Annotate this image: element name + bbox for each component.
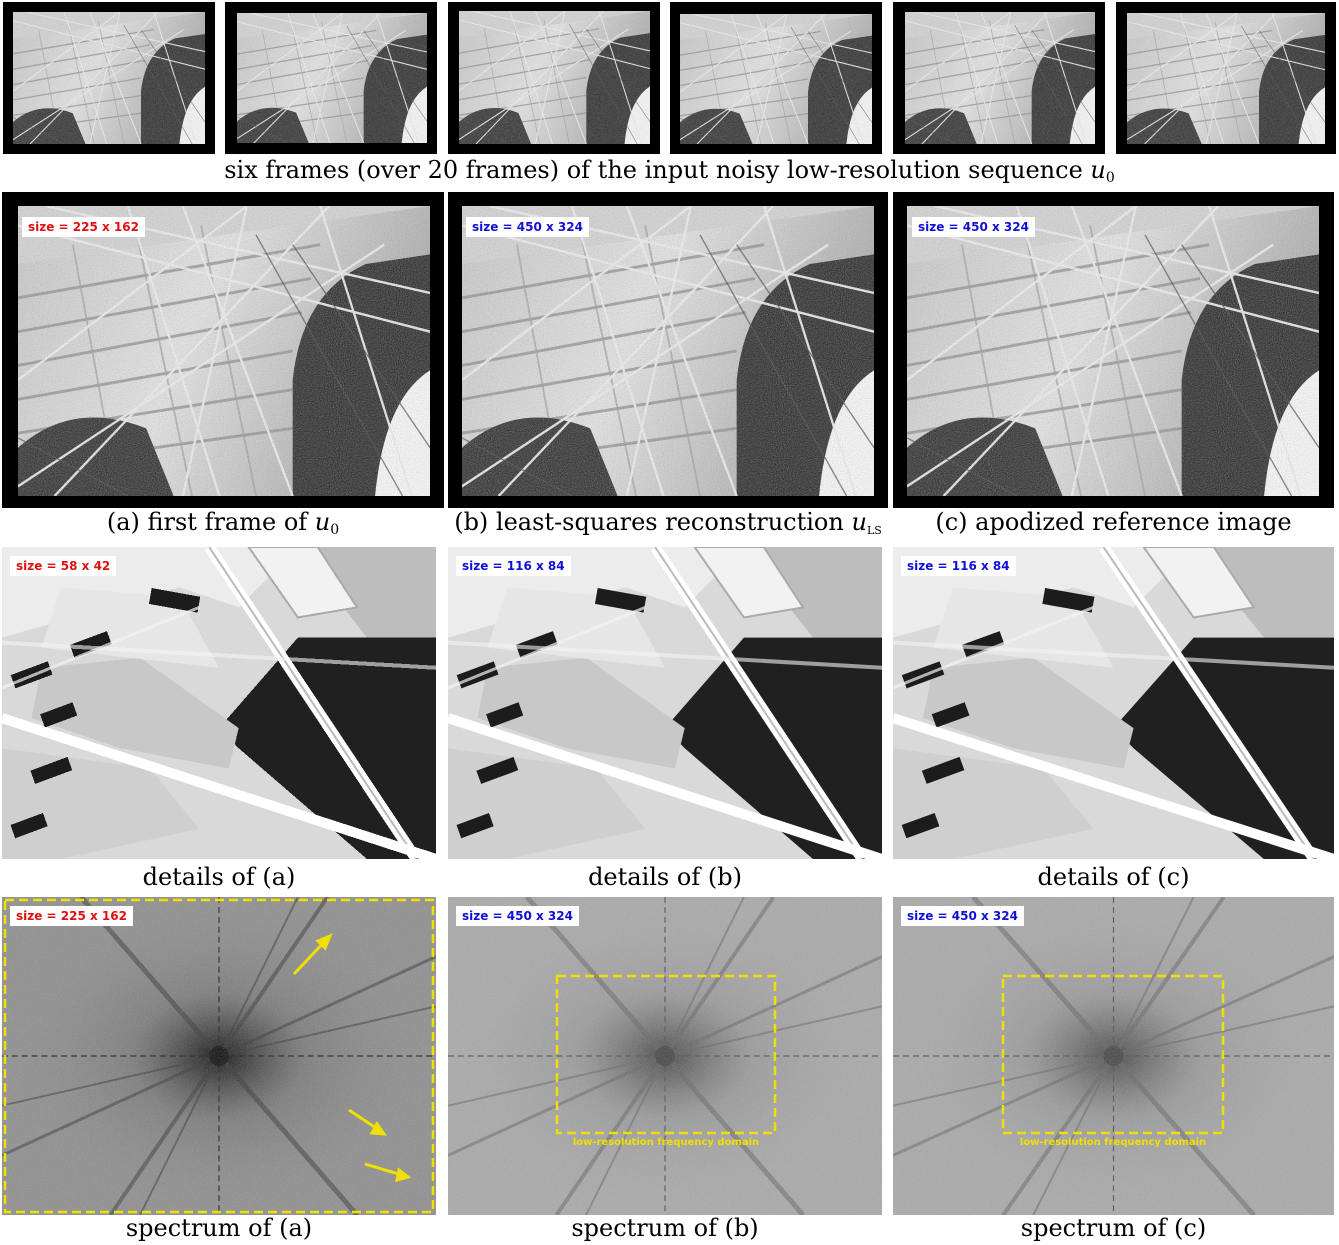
size-tag: size = 225 x 162 [22, 217, 145, 237]
caption-detail-b: details of (b) [588, 863, 742, 891]
caption-panel-b: (b) least-squares reconstruction uLS [448, 508, 888, 545]
caption-panel-a: (a) first frame of u0 [2, 508, 444, 544]
thumbnail-strip-caption: six frames (over 20 frames) of the input… [0, 156, 1339, 192]
caption-spectrum-c: spectrum of (c) [1020, 1214, 1207, 1242]
caption-panel-c: (c) apodized reference image [893, 508, 1334, 536]
caption-b-subscript: LS [866, 524, 882, 537]
caption-c-text: (c) apodized reference image [935, 508, 1292, 536]
caption-a-text: (a) first frame of [106, 508, 315, 536]
caption-spectrum-b: spectrum of (b) [571, 1214, 759, 1242]
caption-a-symbol: u [314, 508, 331, 536]
thumbnail-caption-subscript: 0 [1105, 170, 1115, 186]
size-tag: size = 450 x 324 [466, 217, 589, 237]
size-tag: size = 116 x 84 [456, 556, 571, 576]
caption-a-subscript: 0 [330, 522, 340, 538]
thumbnail-frame-6 [1116, 2, 1336, 154]
spectrum-panel-a: size = 225 x 162 [2, 897, 436, 1215]
size-tag: size = 58 x 42 [10, 556, 117, 576]
panel-c-apodized: size = 450 x 324 [893, 192, 1334, 508]
size-tag: size = 225 x 162 [10, 906, 133, 926]
panel-b-least-squares: size = 450 x 324 [448, 192, 888, 508]
thumbnail-frame-5 [893, 2, 1105, 154]
low-res-domain-label: low-resolution frequency domain [572, 1137, 760, 1148]
caption-spectrum-a: spectrum of (a) [125, 1214, 313, 1242]
size-tag: size = 450 x 324 [912, 217, 1035, 237]
thumbnail-frame-2 [225, 2, 437, 154]
thumbnail-frame-3 [448, 2, 660, 154]
size-tag: size = 450 x 324 [901, 906, 1024, 926]
thumbnail-caption-text: six frames (over 20 frames) of the input… [224, 156, 1091, 184]
caption-detail-a: details of (a) [142, 863, 296, 891]
caption-detail-c: details of (c) [1037, 863, 1190, 891]
detail-panel-b: size = 116 x 84 [448, 547, 882, 859]
spectrum-panel-b: size = 450 x 324 low-resolution frequenc… [448, 897, 882, 1215]
thumbnail-frame-1 [3, 2, 215, 154]
panel-a-first-frame: size = 225 x 162 [2, 192, 444, 508]
size-tag: size = 116 x 84 [901, 556, 1016, 576]
size-tag: size = 450 x 324 [456, 906, 579, 926]
thumbnail-frame-4 [670, 2, 882, 154]
spectrum-panel-c: size = 450 x 324 low-resolution frequenc… [893, 897, 1334, 1215]
caption-b-text: (b) least-squares reconstruction [454, 508, 852, 536]
detail-panel-a: size = 58 x 42 [2, 547, 436, 859]
detail-panel-c: size = 116 x 84 [893, 547, 1334, 859]
caption-b-symbol: u [851, 508, 867, 536]
low-res-domain-label: low-resolution frequency domain [1019, 1137, 1207, 1148]
thumbnail-caption-symbol: u [1090, 156, 1106, 184]
